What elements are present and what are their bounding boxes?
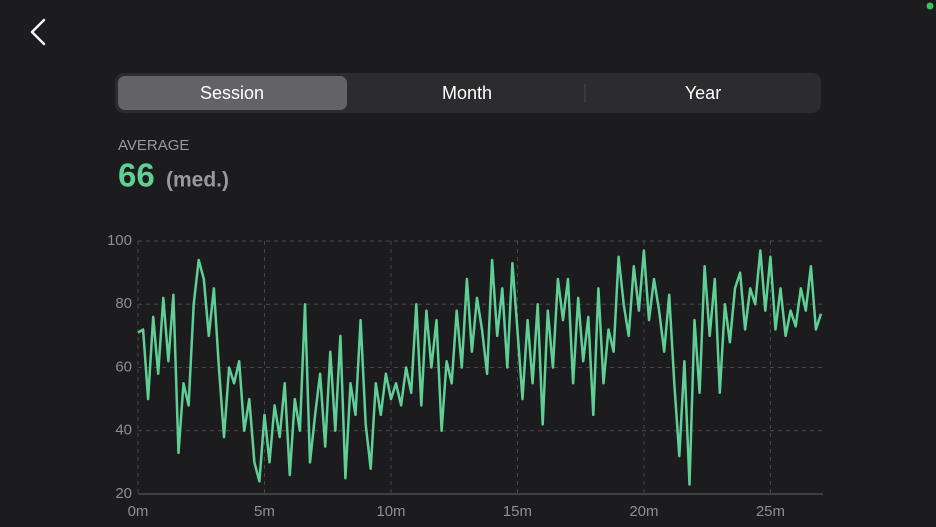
back-button[interactable] — [30, 18, 46, 46]
segment-year[interactable]: Year — [685, 83, 721, 103]
x-tick-label: 15m — [503, 503, 532, 520]
x-tick-label: 0m — [128, 503, 149, 520]
data-line — [137, 249, 823, 486]
x-tick-label: 10m — [376, 503, 405, 520]
average-value: 66 — [118, 157, 155, 194]
chart: 20 40 60 80 100 0m 5m 10m 15m 20m 25m — [107, 232, 823, 520]
y-tick-label: 40 — [115, 422, 132, 439]
y-tick-label: 60 — [115, 358, 132, 375]
x-tick-label: 20m — [629, 503, 658, 520]
y-tick-label: 80 — [115, 295, 132, 312]
average-label: AVERAGE — [118, 137, 189, 154]
x-tick-label: 25m — [756, 503, 785, 520]
segment-session[interactable]: Session — [200, 83, 264, 103]
y-tick-label: 20 — [115, 485, 132, 502]
selected-segment[interactable] — [118, 76, 347, 110]
status-dot — [926, 2, 934, 10]
y-tick-label: 100 — [107, 232, 132, 249]
segment-month[interactable]: Month — [442, 83, 492, 103]
x-tick-label: 5m — [254, 503, 275, 520]
average-unit: (med.) — [166, 169, 229, 192]
